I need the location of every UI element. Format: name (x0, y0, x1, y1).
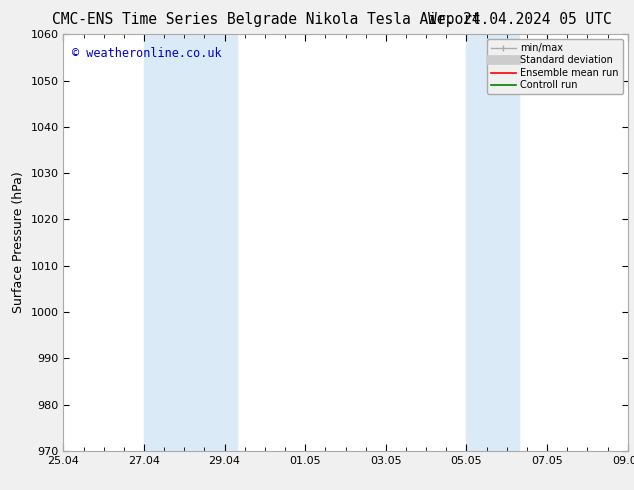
Text: © weatheronline.co.uk: © weatheronline.co.uk (72, 47, 221, 60)
Bar (467, 34, 519, 451)
Y-axis label: Surface Pressure (hPa): Surface Pressure (hPa) (12, 172, 25, 314)
Text: CMC-ENS Time Series Belgrade Nikola Tesla Airport: CMC-ENS Time Series Belgrade Nikola Tesl… (52, 12, 481, 27)
Bar (144, 34, 236, 451)
Text: We. 24.04.2024 05 UTC: We. 24.04.2024 05 UTC (428, 12, 612, 27)
Legend: min/max, Standard deviation, Ensemble mean run, Controll run: min/max, Standard deviation, Ensemble me… (488, 39, 623, 94)
